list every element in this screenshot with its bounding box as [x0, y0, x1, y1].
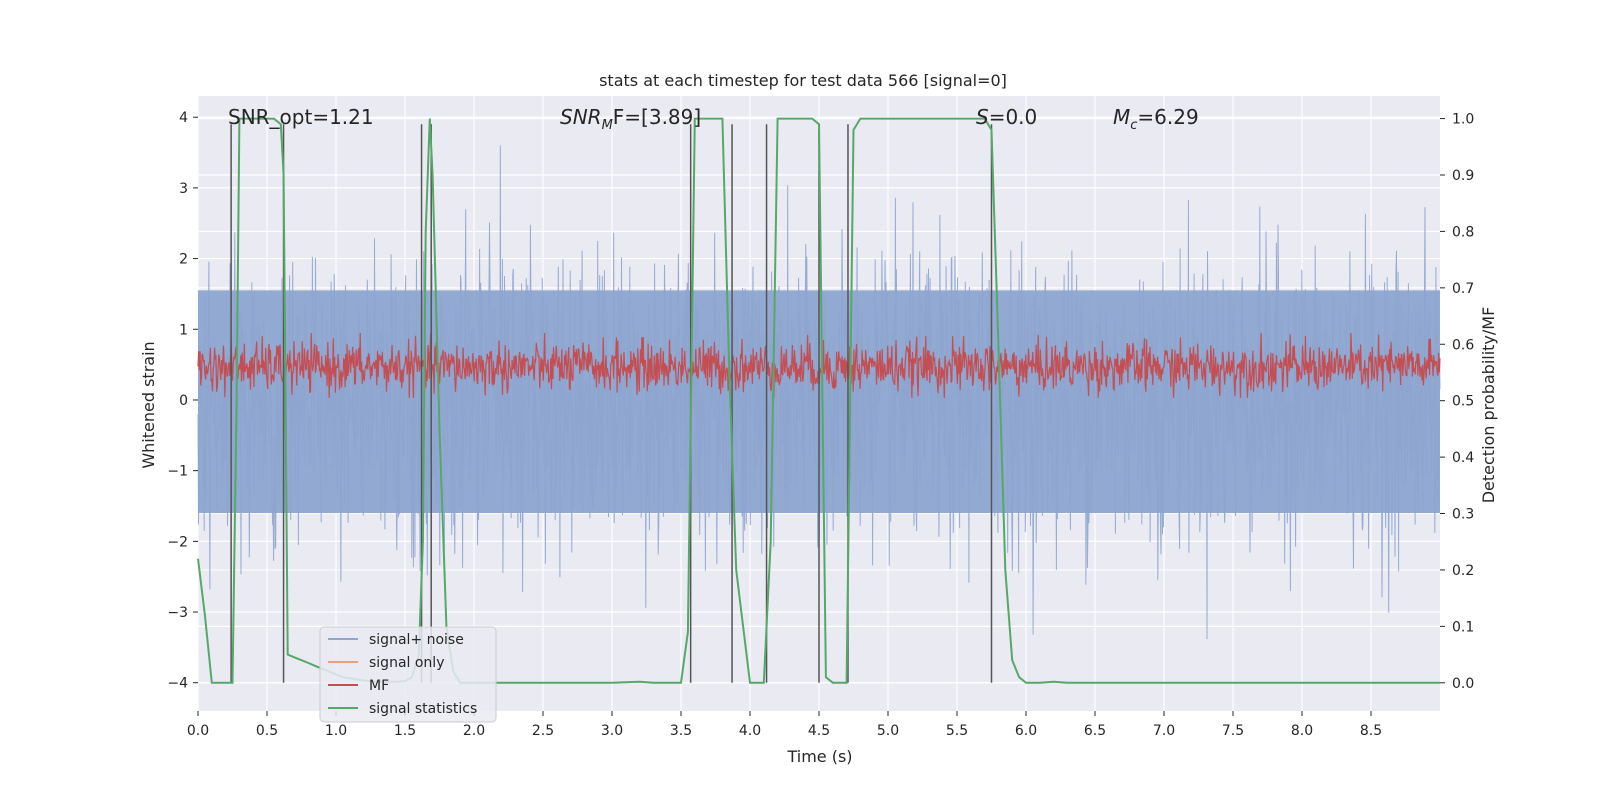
x-axis-ticks: 0.0 0.5 1.0 1.5 2.0 2.5 3.0 3.5 4.0 4.5 5.0 5.5 6.0 6… — [187, 711, 1382, 739]
y-right-tick-label: 0.5 — [1452, 394, 1474, 410]
legend-label-signal-noise: signal+ noise — [369, 632, 464, 648]
y-right-tick-label: 0.0 — [1452, 676, 1474, 692]
snr-mf-annotation: SNRMF=[3.89] — [560, 105, 701, 133]
legend-label-signal-statistics: signal statistics — [369, 701, 477, 717]
y-left-axis-label: Whitened strain — [139, 341, 158, 468]
x-tick-label: 0.5 — [256, 723, 278, 739]
x-tick-label: 8.5 — [1360, 723, 1382, 739]
y-left-tick-label: 2 — [179, 252, 188, 268]
legend: signal+ noise signal only MF signal stat… — [319, 626, 497, 723]
s-annotation: S=0.0 — [976, 105, 1037, 129]
x-tick-label: 2.0 — [463, 723, 485, 739]
y-right-tick-label: 0.2 — [1452, 563, 1474, 579]
x-tick-label: 6.5 — [1084, 723, 1106, 739]
y-left-tick-label: −3 — [167, 605, 188, 621]
y-right-axis-ticks: 1.0 0.9 0.8 0.7 0.6 0.5 0.4 0.3 0.2 0.1 0.0 — [1440, 112, 1474, 692]
x-tick-label: 4.0 — [739, 723, 761, 739]
x-tick-label: 1.5 — [394, 723, 416, 739]
y-left-tick-label: 4 — [179, 110, 188, 126]
signal-statistics-series — [197, 117, 1440, 684]
x-tick-label: 3.0 — [601, 723, 623, 739]
x-tick-label: 5.5 — [946, 723, 968, 739]
y-left-tick-label: −4 — [167, 676, 188, 692]
y-right-axis-label: Detection probability/MF — [1479, 307, 1498, 504]
signal-statistics-line — [197, 117, 1440, 684]
y-right-tick-label: 0.7 — [1452, 281, 1474, 297]
x-tick-label: 8.0 — [1291, 723, 1313, 739]
x-tick-label: 1.0 — [325, 723, 347, 739]
y-left-tick-label: 1 — [179, 322, 188, 338]
x-axis-label: Time (s) — [786, 747, 852, 766]
x-tick-label: 5.0 — [877, 723, 899, 739]
y-left-tick-label: −2 — [167, 534, 188, 550]
x-tick-label: 7.0 — [1153, 723, 1175, 739]
mc-annotation: Mc=6.29 — [1113, 105, 1199, 133]
y-right-tick-label: 0.3 — [1452, 507, 1474, 523]
x-tick-label: 3.5 — [670, 723, 692, 739]
x-tick-label: 4.5 — [808, 723, 830, 739]
snr-opt-annotation: SNR_opt=1.21 — [228, 105, 374, 129]
x-tick-label: 2.5 — [532, 723, 554, 739]
x-tick-label: 6.0 — [1015, 723, 1037, 739]
y-right-tick-label: 0.8 — [1452, 224, 1474, 240]
y-right-tick-label: 0.9 — [1452, 168, 1474, 184]
y-right-tick-label: 0.6 — [1452, 337, 1474, 353]
y-right-tick-label: 0.4 — [1452, 450, 1474, 466]
y-left-axis-ticks: 4 3 2 1 0 −1 −2 −3 −4 — [167, 110, 198, 692]
legend-label-signal-only: signal only — [369, 655, 444, 671]
y-left-tick-label: 0 — [179, 393, 188, 409]
x-tick-label: 0.0 — [187, 723, 209, 739]
y-left-tick-label: 3 — [179, 181, 188, 197]
legend-label-mf: MF — [369, 678, 389, 694]
y-right-tick-label: 0.1 — [1452, 619, 1474, 635]
y-left-tick-label: −1 — [167, 464, 188, 480]
x-tick-label: 7.5 — [1222, 723, 1244, 739]
legend-box — [319, 626, 497, 723]
chart-title: stats at each timestep for test data 566… — [599, 71, 1007, 90]
y-right-tick-label: 1.0 — [1452, 112, 1474, 128]
